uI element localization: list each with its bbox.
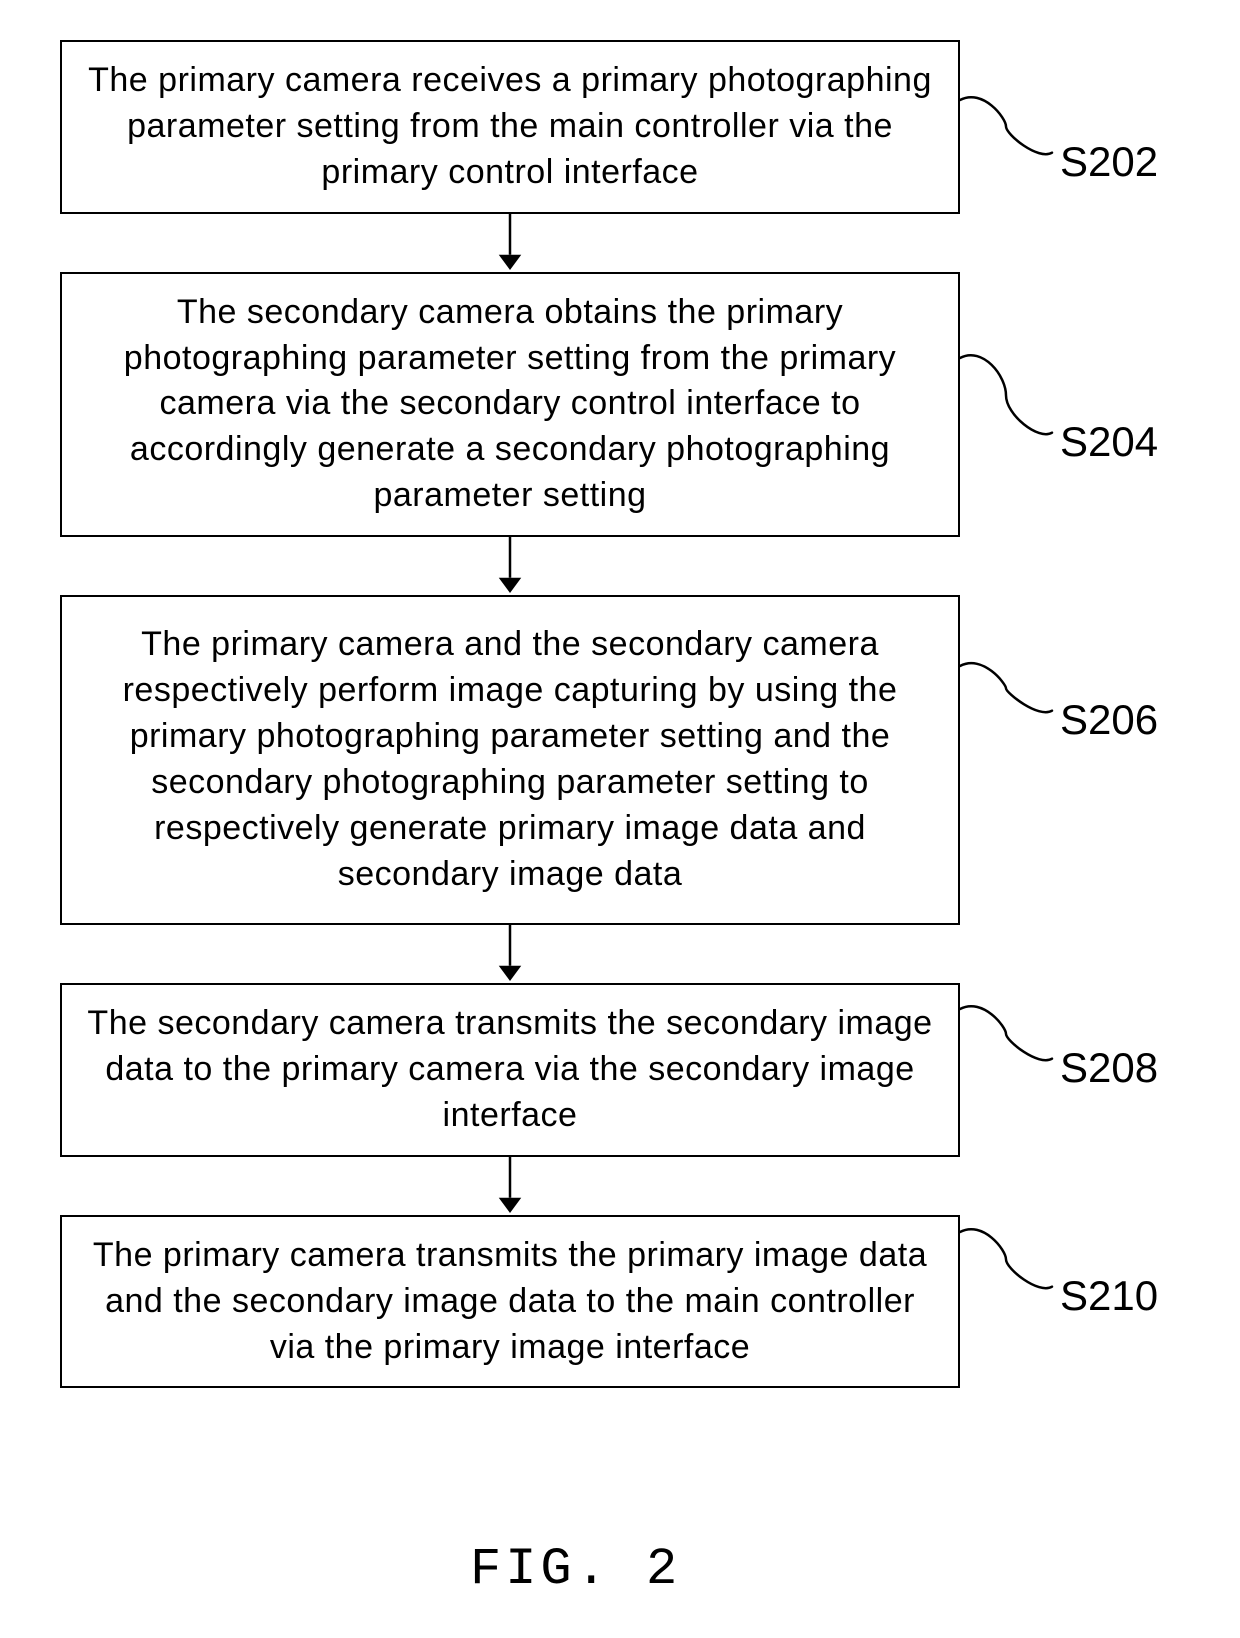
flowchart-container: The primary camera receives a primary ph… bbox=[60, 40, 960, 1388]
connector-s206 bbox=[950, 646, 1062, 736]
flow-step-s206: The primary camera and the secondary cam… bbox=[60, 595, 960, 925]
flow-step-s210: The primary camera transmits the primary… bbox=[60, 1215, 960, 1389]
connector-s204 bbox=[950, 338, 1062, 458]
step-label-s202: S202 bbox=[1060, 138, 1158, 186]
step-label-s206: S206 bbox=[1060, 696, 1158, 744]
arrow-down-icon bbox=[60, 1157, 960, 1215]
connector-s210 bbox=[950, 1212, 1062, 1312]
flow-step-s208: The secondary camera transmits the secon… bbox=[60, 983, 960, 1157]
step-label-s208: S208 bbox=[1060, 1044, 1158, 1092]
arrow-down-icon bbox=[60, 537, 960, 595]
flow-step-s204: The secondary camera obtains the primary… bbox=[60, 272, 960, 537]
arrow-down-icon bbox=[60, 214, 960, 272]
step-label-s204: S204 bbox=[1060, 418, 1158, 466]
connector-s208 bbox=[950, 989, 1062, 1084]
step-label-s210: S210 bbox=[1060, 1272, 1158, 1320]
figure-caption: FIG. 2 bbox=[470, 1540, 681, 1599]
flow-step-s202: The primary camera receives a primary ph… bbox=[60, 40, 960, 214]
connector-s202 bbox=[950, 80, 1062, 178]
arrow-down-icon bbox=[60, 925, 960, 983]
